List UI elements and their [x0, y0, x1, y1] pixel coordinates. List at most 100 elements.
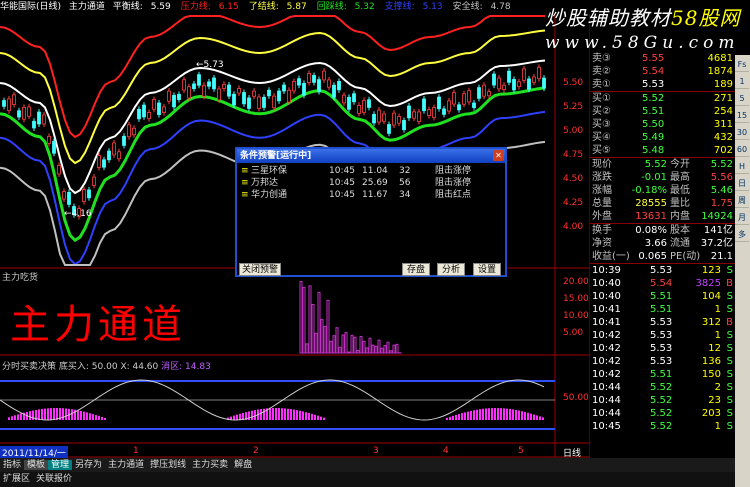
bid-row[interactable]: 买② 5.51 254	[592, 106, 733, 117]
indicator-bar	[266, 408, 268, 420]
watermark: 炒股辅助教材58股网 www.58Gu.com	[545, 6, 741, 53]
stat-row: 换手 0.08% 股本 141亿	[592, 225, 733, 236]
indicator-bar	[302, 411, 304, 420]
period-button[interactable]: 1	[735, 74, 749, 89]
candle	[182, 79, 186, 91]
close-alert-button[interactable]: 关闭预警	[239, 263, 281, 276]
volume-bar	[365, 347, 369, 354]
indicator-bar	[509, 408, 511, 420]
candle	[72, 206, 76, 216]
indicator-bar	[242, 412, 244, 420]
alert-item[interactable]: ≡ 三星环保 10:45 11.04 32 阻击涨停	[241, 166, 472, 176]
period-button[interactable]: 日	[735, 176, 749, 191]
candle	[77, 208, 81, 217]
indicator-bar	[284, 408, 286, 420]
quote-panel: 卖③ 5.55 4681 卖② 5.54 1874 卖① 5.53 189 买① 5.52 271 买②…	[590, 52, 735, 458]
indicator-bar	[293, 409, 295, 420]
period-button[interactable]: 60	[735, 142, 749, 157]
analyze-button[interactable]: 分析	[437, 263, 465, 276]
candle	[192, 83, 196, 90]
settings-button[interactable]: 设置	[473, 263, 501, 276]
candle	[347, 96, 351, 110]
period-button[interactable]: 15	[735, 108, 749, 123]
volume-bar	[338, 346, 342, 354]
indicator-bar	[539, 416, 541, 420]
volume-bar	[383, 344, 387, 354]
bid-row[interactable]: 买① 5.52 271	[592, 93, 733, 104]
candle	[367, 99, 371, 108]
candle	[472, 102, 476, 108]
header-line: 压力线: 6.15	[180, 2, 239, 12]
indicator-bar	[299, 410, 301, 420]
indicator-bar	[233, 415, 235, 420]
stat-row: 外盘 13631 内盘 14924	[592, 211, 733, 222]
period-button[interactable]: 5	[735, 91, 749, 106]
candle	[102, 159, 106, 168]
toolbar-button[interactable]: 另存为	[75, 460, 103, 470]
bid-row[interactable]: 买③ 5.50 311	[592, 119, 733, 130]
extension-toolbar: 扩展区 关联报价	[0, 472, 735, 487]
volume-bar	[350, 334, 354, 354]
toolbar-button[interactable]: 主力买卖	[192, 460, 229, 470]
indicator-bar	[518, 410, 520, 420]
ask-row[interactable]: 卖② 5.54 1874	[592, 66, 733, 77]
indicator-bar	[248, 411, 250, 420]
dialog-titlebar[interactable]: 条件预警[运行中] ✕	[237, 149, 505, 163]
indicator-bar	[287, 408, 289, 420]
tick-row: 10:40 5.51 104 S	[592, 291, 733, 302]
alert-item[interactable]: ≡ 华力创通 10:45 11.67 34 阻击红点	[241, 190, 472, 200]
candle	[147, 112, 151, 120]
close-icon[interactable]: ✕	[493, 150, 504, 161]
candle	[22, 107, 26, 120]
period-label[interactable]: 日线	[563, 449, 582, 459]
toolbar-button[interactable]: 撑压划线	[150, 460, 187, 470]
period-button[interactable]: 月	[735, 210, 749, 225]
volume-bar	[374, 345, 378, 354]
header-line: 支撑线: 5.13	[384, 2, 443, 12]
toolbar-button[interactable]: 解盘	[234, 460, 253, 470]
candle	[437, 96, 441, 110]
indicator-bar	[65, 408, 67, 420]
candle	[387, 124, 391, 134]
candle	[427, 109, 431, 116]
toolbar2-button[interactable]: 扩展区	[3, 474, 31, 484]
candle	[97, 155, 101, 168]
candle	[17, 110, 21, 118]
toolbar-button[interactable]: 模板	[24, 460, 49, 470]
candle	[417, 111, 421, 122]
indicator-bar	[71, 409, 73, 420]
toolbar-button[interactable]: 主力通道	[108, 460, 145, 470]
candle	[317, 79, 321, 92]
tick-row: 10:42 5.53 12 S	[592, 343, 733, 354]
period-button[interactable]: 30	[735, 125, 749, 140]
ask-row[interactable]: 卖③ 5.55 4681	[592, 53, 733, 64]
candle	[532, 76, 536, 83]
candle	[497, 77, 501, 90]
period-button[interactable]: 周	[735, 193, 749, 208]
alert-dialog[interactable]: 条件预警[运行中] ✕ ≡ 三星环保 10:45 11.04 32 阻击涨停 ≡ 万邦达 10:4…	[235, 147, 507, 277]
indicator-bar	[83, 411, 85, 420]
bid-row[interactable]: 买⑤ 5.48 702	[592, 145, 733, 156]
volume-tick: 15.00	[563, 294, 589, 304]
period-button[interactable]: H	[735, 159, 749, 174]
toolbar2-button[interactable]: 关联报价	[36, 474, 73, 484]
candle	[487, 91, 491, 97]
toolbar-button[interactable]: 管理	[48, 460, 73, 470]
candle	[502, 84, 506, 91]
period-button[interactable]: 多	[735, 227, 749, 242]
indicator-bar	[101, 416, 103, 420]
alert-item[interactable]: ≡ 万邦达 10:45 25.69 56 阻击涨停	[241, 178, 472, 188]
toolbar-button[interactable]: 指标	[3, 460, 22, 470]
volume-bar	[359, 335, 363, 354]
volume-bar	[308, 285, 312, 354]
indicator-bar	[98, 415, 100, 420]
period-button[interactable]: Fs	[735, 57, 749, 72]
bid-row[interactable]: 买④ 5.49 432	[592, 132, 733, 143]
divider	[590, 91, 735, 92]
save-button[interactable]: 存盘	[402, 263, 430, 276]
candle	[207, 81, 211, 87]
price-tick: 5.25	[563, 102, 584, 112]
candle	[107, 150, 111, 161]
ask-row[interactable]: 卖① 5.53 189	[592, 79, 733, 90]
candle	[142, 104, 146, 118]
